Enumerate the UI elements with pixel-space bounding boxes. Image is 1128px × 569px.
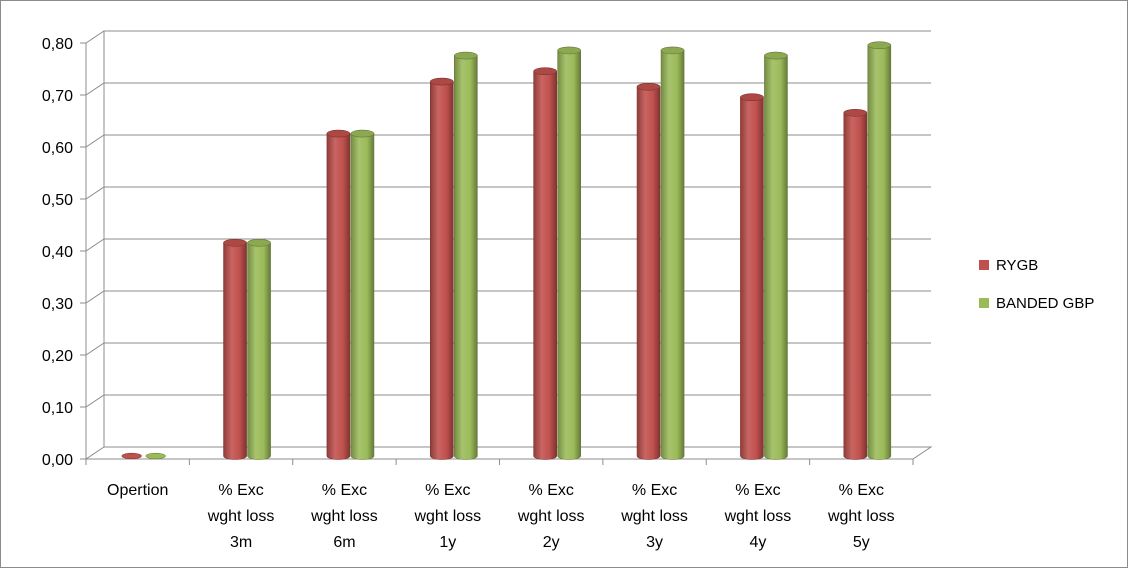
y-tick-label: 0,30	[42, 296, 73, 313]
bars	[121, 41, 892, 460]
legend-label: BANDED GBP	[996, 295, 1094, 312]
bar-rygb	[121, 452, 142, 460]
y-tick-label: 0,20	[42, 348, 73, 365]
bar-rygb	[636, 83, 661, 460]
y-tick-label: 0,10	[42, 400, 73, 417]
x-tick-label: % Exc wght loss 6m	[310, 482, 378, 551]
y-tick-label: 0,00	[42, 452, 73, 469]
bar-rygb	[843, 109, 868, 460]
bar-rygb	[430, 77, 454, 460]
bar-rygb	[533, 67, 557, 460]
gridline	[85, 238, 931, 252]
bar-banded-gbp	[145, 452, 166, 460]
x-tick-label: Opertion	[107, 482, 168, 499]
y-tick-label: 0,40	[42, 244, 73, 261]
gridline	[85, 82, 931, 96]
legend-swatch	[979, 260, 989, 270]
bar-banded-gbp	[454, 51, 478, 460]
y-tick-label: 0,60	[42, 140, 73, 157]
floor	[84, 446, 933, 460]
x-tick-label: % Exc wght loss 4y	[724, 482, 792, 551]
x-tick-label: % Exc wght loss 1y	[413, 482, 481, 551]
bar-rygb	[740, 93, 764, 460]
legend: RYGB BANDED GBP	[979, 257, 1094, 312]
x-tick-label: % Exc wght loss 5y	[827, 482, 895, 551]
bar-rygb	[326, 129, 351, 460]
gridline	[85, 30, 931, 44]
gridline	[85, 134, 931, 148]
bar-banded-gbp	[867, 41, 892, 460]
y-tick-label: 0,80	[42, 36, 73, 53]
gridline	[85, 290, 931, 304]
y-tick-label: 0,50	[42, 192, 73, 209]
gridline	[85, 186, 931, 200]
axes	[80, 42, 914, 465]
legend-label: RYGB	[996, 257, 1038, 274]
gridline	[85, 342, 931, 356]
gridline	[85, 394, 931, 408]
bar-banded-gbp	[557, 46, 581, 460]
bar-rygb	[223, 239, 247, 460]
x-tick-label: % Exc wght loss 3m	[207, 482, 275, 551]
bar-banded-gbp	[247, 239, 271, 460]
bar-banded-gbp	[350, 129, 375, 460]
legend-item: BANDED GBP	[979, 295, 1094, 312]
legend-swatch	[979, 298, 989, 308]
y-tick-label: 0,70	[42, 88, 73, 105]
x-tick-label: % Exc wght loss 2y	[517, 482, 585, 551]
x-tick-labels: Opertion % Exc wght loss 3m % Exc wght loss 6m…	[107, 482, 895, 551]
gridlines	[85, 30, 931, 408]
x-tick-label: % Exc wght loss 3y	[620, 482, 688, 551]
legend-item: RYGB	[979, 257, 1038, 274]
bar-banded-gbp	[764, 51, 788, 460]
y-tick-labels: 0,00 0,10 0,20 0,30 0,40 0,50 0,60 0,70 0,80	[42, 36, 73, 469]
bar-banded-gbp	[660, 46, 685, 460]
